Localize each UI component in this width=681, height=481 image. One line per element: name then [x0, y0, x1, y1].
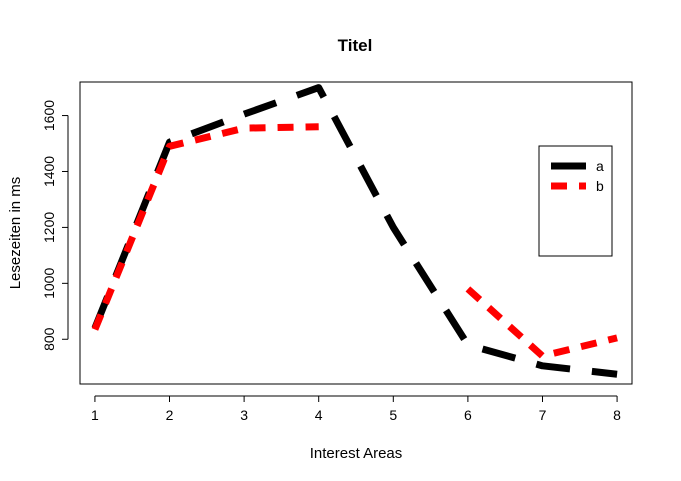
x-tick-label: 3 [240, 407, 248, 423]
y-tick-label: 1600 [41, 100, 57, 131]
x-tick-label: 2 [166, 407, 174, 423]
legend-label-b: b [596, 178, 604, 194]
series-line-b [465, 286, 618, 360]
x-tick-label: 1 [91, 407, 99, 423]
y-axis: 800 1000 1200 1400 1600 [41, 100, 69, 351]
y-tick-label: 1200 [41, 212, 57, 243]
legend: ab [538, 145, 613, 257]
y-axis-label: Lesezeiten in ms [7, 177, 24, 290]
x-tick-label: 6 [464, 407, 472, 423]
y-tick-label: 800 [41, 327, 57, 351]
x-tick-label: 8 [613, 407, 621, 423]
series-layer [91, 84, 618, 378]
x-axis-label: Interest Areas [310, 445, 403, 462]
legend-box [538, 145, 613, 257]
plot-frame [79, 81, 633, 385]
chart-title: Titel [338, 36, 373, 55]
legend-label-a: a [596, 158, 604, 174]
y-tick-label: 1400 [41, 156, 57, 187]
x-tick-label: 5 [389, 407, 397, 423]
legend-items: ab [551, 158, 604, 194]
x-tick-label: 7 [539, 407, 547, 423]
x-axis: 1 2 3 4 5 6 7 8 [91, 395, 621, 423]
series-line-b [91, 123, 319, 331]
y-tick-label: 1000 [41, 268, 57, 299]
x-tick-label: 4 [315, 407, 323, 423]
